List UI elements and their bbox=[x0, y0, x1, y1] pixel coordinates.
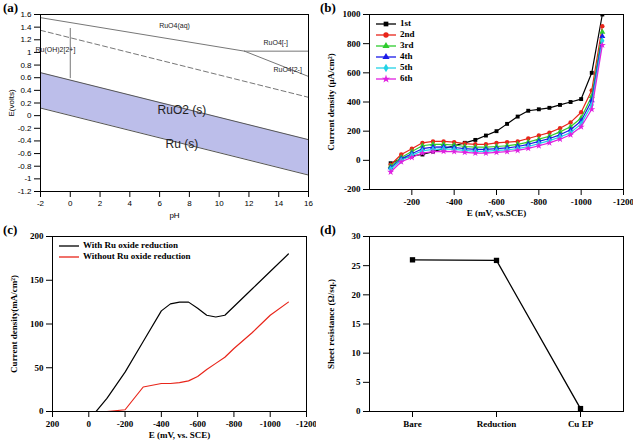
svg-text:-1.2: -1.2 bbox=[18, 187, 32, 196]
svg-text:RuO4(aq): RuO4(aq) bbox=[159, 22, 190, 30]
svg-text:50: 50 bbox=[35, 363, 45, 373]
svg-text:30: 30 bbox=[352, 231, 362, 241]
svg-text:-1200: -1200 bbox=[296, 419, 316, 429]
html-text:6th: 6th bbox=[400, 73, 413, 83]
html-text:1st: 1st bbox=[400, 18, 411, 28]
svg-text:pH: pH bbox=[169, 211, 179, 220]
html-text:Without Ru oxide reduction: Without Ru oxide reduction bbox=[83, 251, 191, 261]
html-text:3rd: 3rd bbox=[400, 40, 414, 50]
svg-text:0: 0 bbox=[27, 111, 32, 120]
svg-text:0: 0 bbox=[87, 419, 92, 429]
svg-text:-200: -200 bbox=[344, 184, 361, 194]
svg-text:1: 1 bbox=[27, 48, 32, 57]
svg-text:RuO4[-]: RuO4[-] bbox=[263, 39, 288, 47]
svg-text:-1: -1 bbox=[24, 174, 32, 183]
svg-text:-0.8: -0.8 bbox=[18, 162, 32, 171]
svg-text:10: 10 bbox=[352, 348, 362, 358]
svg-text:-600: -600 bbox=[189, 419, 206, 429]
svg-text:1000: 1000 bbox=[343, 9, 362, 19]
svg-text:RuO4[2-]: RuO4[2-] bbox=[273, 66, 301, 74]
svg-text:Current density(mA/cm²): Current density(mA/cm²) bbox=[9, 275, 19, 373]
svg-text:Bare: Bare bbox=[403, 419, 421, 429]
svg-text:20: 20 bbox=[352, 290, 362, 300]
html-text:4th: 4th bbox=[400, 51, 413, 61]
svg-text:-0.4: -0.4 bbox=[18, 136, 32, 145]
svg-text:14: 14 bbox=[274, 199, 283, 208]
svg-text:-600: -600 bbox=[488, 197, 505, 207]
svg-text:0: 0 bbox=[356, 155, 361, 165]
html-text:(b): (b) bbox=[320, 0, 336, 15]
svg-text:-800: -800 bbox=[531, 197, 548, 207]
svg-text:-200: -200 bbox=[117, 419, 134, 429]
html-text:(d): (d) bbox=[320, 222, 336, 237]
svg-text:-1000: -1000 bbox=[571, 197, 592, 207]
svg-text:0: 0 bbox=[39, 406, 44, 416]
svg-text:16: 16 bbox=[304, 199, 313, 208]
svg-text:0.4: 0.4 bbox=[20, 86, 32, 95]
svg-text:-400: -400 bbox=[153, 419, 170, 429]
svg-text:100: 100 bbox=[30, 319, 44, 329]
svg-text:0: 0 bbox=[68, 199, 73, 208]
svg-text:1.2: 1.2 bbox=[20, 35, 32, 44]
svg-text:-1200: -1200 bbox=[613, 197, 633, 207]
html-text:With Ru oxide reduction: With Ru oxide reduction bbox=[83, 240, 178, 250]
svg-text:8: 8 bbox=[187, 199, 192, 208]
svg-text:15: 15 bbox=[352, 319, 362, 329]
svg-text:5: 5 bbox=[356, 377, 361, 387]
svg-text:-1000: -1000 bbox=[260, 419, 281, 429]
html-text:(c): (c) bbox=[3, 222, 18, 237]
svg-text:25: 25 bbox=[352, 261, 362, 271]
svg-text:200: 200 bbox=[347, 126, 361, 136]
svg-text:0.8: 0.8 bbox=[20, 61, 32, 70]
svg-text:-2: -2 bbox=[37, 199, 45, 208]
svg-text:-0.2: -0.2 bbox=[18, 124, 32, 133]
svg-text:400: 400 bbox=[347, 97, 361, 107]
svg-text:Ru (s): Ru (s) bbox=[166, 137, 199, 151]
svg-text:200: 200 bbox=[30, 231, 44, 241]
svg-text:-400: -400 bbox=[446, 197, 463, 207]
svg-text:600: 600 bbox=[347, 68, 361, 78]
svg-text:6: 6 bbox=[157, 199, 162, 208]
svg-text:Reduction: Reduction bbox=[477, 419, 517, 429]
svg-text:800: 800 bbox=[347, 39, 361, 49]
svg-text:Sheet resistance (Ω/sq.): Sheet resistance (Ω/sq.) bbox=[326, 279, 336, 369]
svg-text:0: 0 bbox=[356, 406, 361, 416]
svg-text:Ru(OH)2[2+]: Ru(OH)2[2+] bbox=[35, 46, 75, 54]
svg-text:E (mV, vs. SCE): E (mV, vs. SCE) bbox=[149, 430, 211, 440]
html-text:2nd: 2nd bbox=[400, 29, 415, 39]
svg-text:10: 10 bbox=[215, 199, 224, 208]
svg-text:200: 200 bbox=[46, 419, 60, 429]
svg-text:1.6: 1.6 bbox=[20, 10, 32, 19]
svg-text:-800: -800 bbox=[226, 419, 243, 429]
svg-text:0.2: 0.2 bbox=[20, 99, 32, 108]
html-text:(a): (a) bbox=[3, 0, 19, 15]
svg-text:0.6: 0.6 bbox=[20, 73, 32, 82]
svg-text:E (mV, vs.SCE): E (mV, vs.SCE) bbox=[467, 208, 526, 218]
svg-text:1.4: 1.4 bbox=[20, 23, 32, 32]
svg-text:E(volts): E(volts) bbox=[7, 89, 16, 116]
svg-text:-0.6: -0.6 bbox=[18, 149, 32, 158]
svg-text:12: 12 bbox=[244, 199, 253, 208]
svg-text:150: 150 bbox=[30, 275, 44, 285]
svg-text:2: 2 bbox=[98, 199, 103, 208]
svg-text:4: 4 bbox=[128, 199, 133, 208]
svg-text:Cu EP: Cu EP bbox=[568, 419, 594, 429]
svg-text:-200: -200 bbox=[404, 197, 421, 207]
svg-text:RuO2 (s): RuO2 (s) bbox=[158, 103, 207, 117]
html-text:5th: 5th bbox=[400, 62, 413, 72]
svg-text:Current density (μA/cm²): Current density (μA/cm²) bbox=[326, 53, 336, 151]
